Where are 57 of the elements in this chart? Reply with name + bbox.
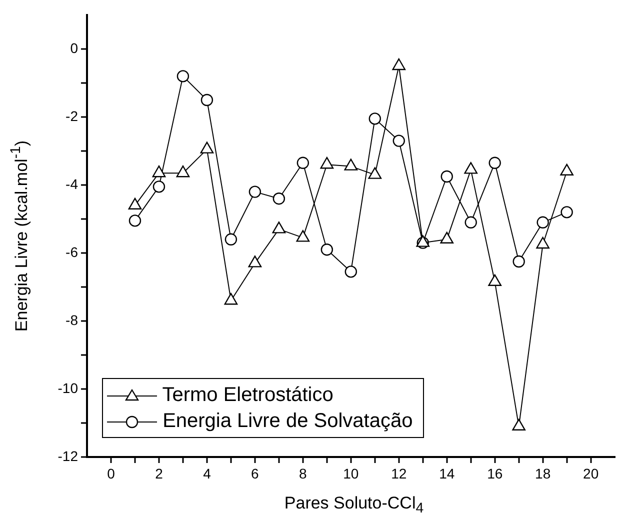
point bbox=[560, 206, 573, 218]
x-tick-label: 8 bbox=[299, 465, 308, 482]
point bbox=[512, 418, 526, 430]
point bbox=[248, 256, 262, 268]
point bbox=[272, 192, 286, 205]
y-tick-label: -2 bbox=[66, 108, 78, 124]
y-tick-label: -6 bbox=[66, 244, 78, 260]
point bbox=[152, 166, 166, 178]
x-tick-label: 20 bbox=[583, 465, 599, 482]
x-tick-label: 10 bbox=[343, 465, 359, 482]
point bbox=[248, 186, 262, 198]
point bbox=[200, 142, 214, 154]
point bbox=[296, 156, 310, 169]
y-tick-label: 0 bbox=[70, 40, 78, 56]
point bbox=[176, 166, 190, 178]
point bbox=[464, 216, 477, 228]
point bbox=[152, 180, 166, 193]
point bbox=[344, 266, 357, 278]
point bbox=[176, 70, 190, 82]
x-tick-label: 16 bbox=[487, 465, 503, 482]
y-tick-label: -4 bbox=[66, 176, 78, 192]
point bbox=[392, 58, 406, 70]
point bbox=[320, 157, 334, 169]
point bbox=[320, 244, 334, 256]
x-tick-label: 12 bbox=[391, 465, 407, 482]
x-axis-title: Pares Soluto-CCl$_{4}$ bbox=[284, 493, 424, 517]
point bbox=[536, 216, 549, 228]
y-tick-label: -8 bbox=[66, 312, 78, 328]
point bbox=[488, 274, 502, 286]
x-tick-label: 0 bbox=[107, 465, 116, 482]
legend-label: Termo Eletrostático bbox=[162, 384, 334, 406]
point bbox=[536, 236, 550, 249]
point bbox=[128, 214, 142, 227]
y-tick-label: -10 bbox=[58, 380, 78, 396]
point bbox=[200, 94, 214, 106]
point bbox=[224, 233, 238, 246]
x-tick-label: 2 bbox=[155, 465, 164, 482]
point bbox=[344, 158, 358, 170]
x-tick-label: 18 bbox=[535, 465, 551, 482]
x-tick-label: 14 bbox=[439, 465, 455, 482]
point bbox=[272, 222, 286, 234]
y-tick-label: -12 bbox=[58, 448, 78, 464]
x-tick-label: 6 bbox=[251, 465, 260, 482]
point bbox=[512, 255, 525, 268]
point bbox=[488, 156, 501, 169]
point bbox=[368, 167, 382, 179]
legend-label: Energia Livre de Solvatação bbox=[162, 410, 413, 432]
point bbox=[440, 232, 454, 244]
point bbox=[128, 198, 142, 210]
x-tick-label: 4 bbox=[203, 465, 212, 482]
point bbox=[392, 134, 405, 147]
point bbox=[440, 170, 453, 183]
point bbox=[224, 293, 238, 305]
point bbox=[560, 164, 574, 176]
point bbox=[368, 112, 381, 125]
point bbox=[296, 230, 310, 242]
point bbox=[464, 162, 478, 174]
